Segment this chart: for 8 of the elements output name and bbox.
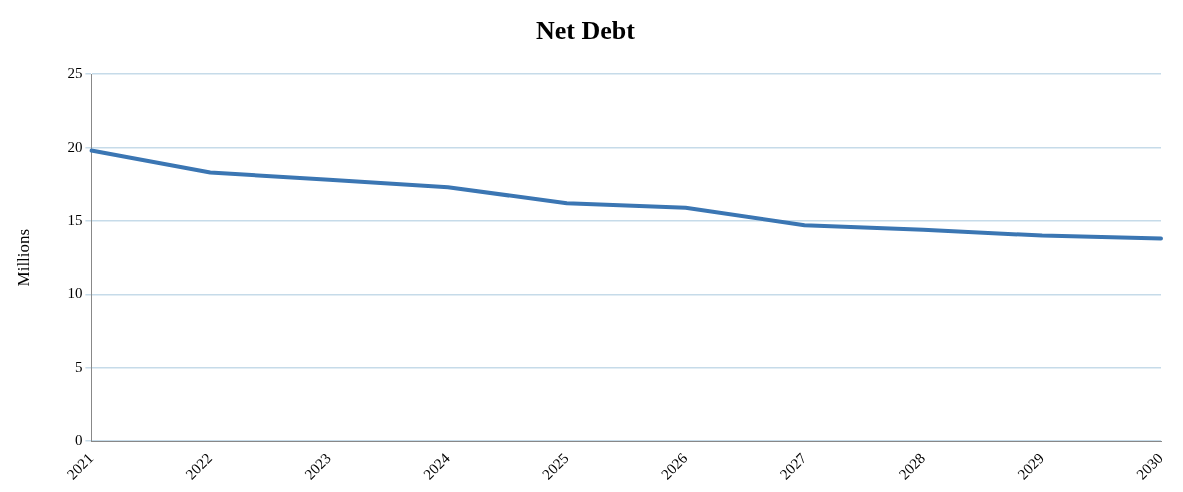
y-tick-label: 20 xyxy=(67,138,83,155)
y-tick-label: 10 xyxy=(67,285,83,302)
y-axis-title: Millions xyxy=(13,228,33,287)
chart-title: Net Debt xyxy=(536,16,636,46)
y-tick-label: 5 xyxy=(74,358,83,375)
y-tick-label: 0 xyxy=(74,432,83,448)
y-tick-label: 15 xyxy=(67,211,83,228)
y-tick-label: 25 xyxy=(67,65,83,82)
